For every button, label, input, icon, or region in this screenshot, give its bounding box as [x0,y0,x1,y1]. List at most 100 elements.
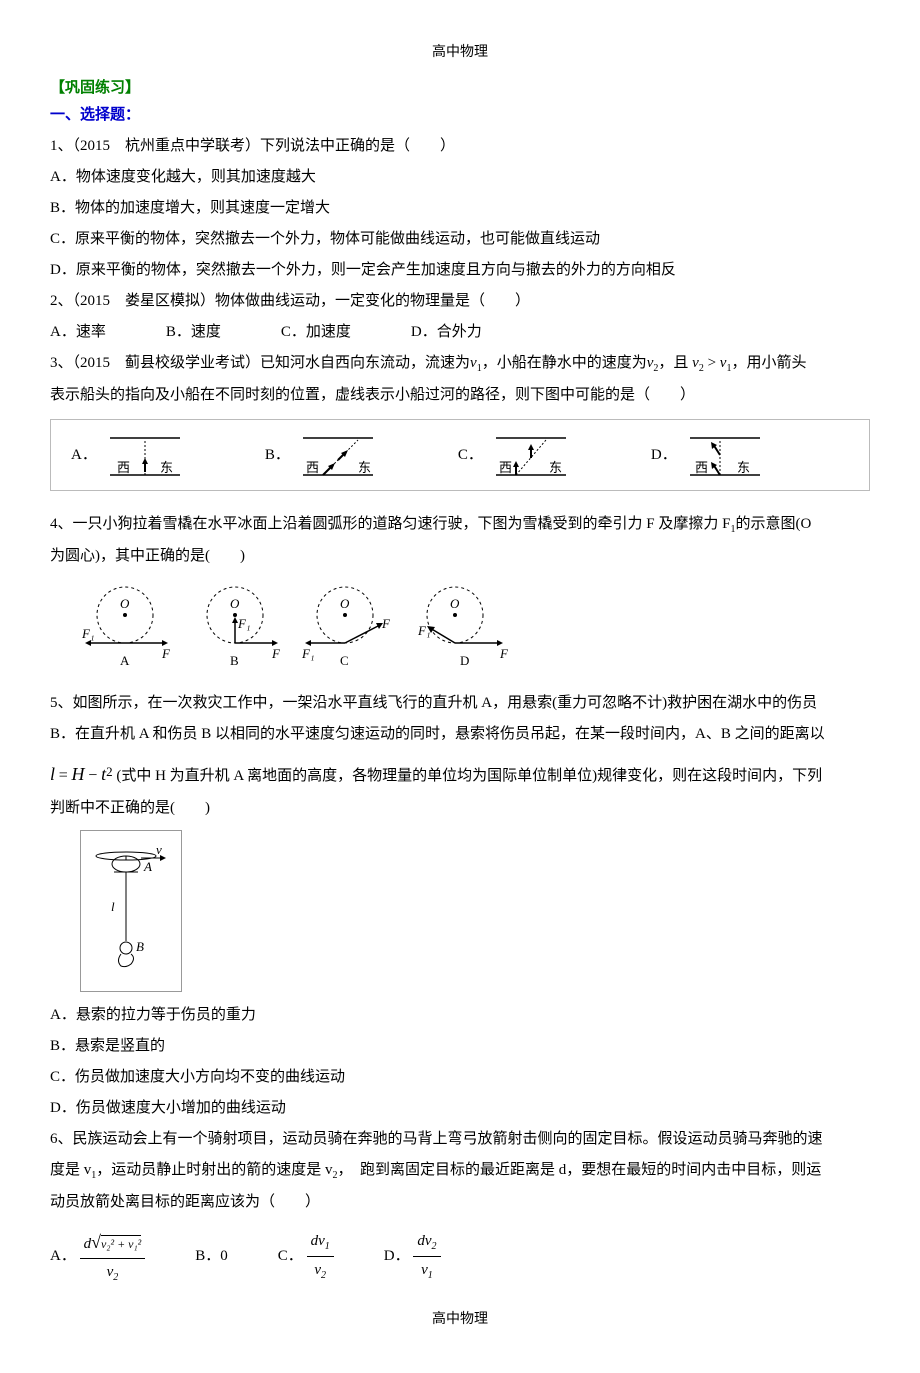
boat-diagram-d: 西 东 [685,430,765,480]
svg-text:l: l [111,899,115,914]
q6-labelD: D． [384,1248,410,1264]
svg-text:东: 东 [549,460,562,475]
q5-l: l [50,764,55,784]
q4-after: 的示意图(O [735,516,811,532]
q3-before: 3、（2015 蓟县校级学业考试）已知河水自西向东流动，流速为 [50,355,470,371]
q3-labelA: A． [71,442,97,469]
svg-text:西: 西 [117,460,130,475]
q2-optC: C．加速度 [281,319,351,346]
q5-figure: A v l B [80,830,182,992]
svg-text:东: 东 [358,460,371,475]
q4-figures: O F F₁ A O F F₁ B O F F₁ C [80,580,870,670]
q3-labelD: D． [651,442,677,469]
q2-optB: B．速度 [166,319,221,346]
svg-text:F₁: F₁ [417,623,430,638]
q5-H: H [72,764,85,784]
q3-figB: B． 西 东 [265,430,378,480]
section-choice: 一、选择题： [50,102,870,129]
svg-text:B: B [136,939,144,954]
q6-fD-den: v [421,1262,428,1278]
q6-fC-numsub: 1 [325,1241,330,1252]
svg-text:O: O [120,596,130,611]
q3-v1: v [470,355,477,371]
svg-text:F₁: F₁ [301,646,314,661]
section-practice: 【巩固练习】 [50,75,870,102]
q6-fD-numsub: 2 [432,1241,437,1252]
q4-line2: 为圆心)，其中正确的是( ) [50,543,870,570]
svg-text:F: F [381,616,391,631]
boat-diagram-a: 西 东 [105,430,185,480]
boat-diagram-b: 西 东 [298,430,378,480]
q2-options: A．速率 B．速度 C．加速度 D．合外力 [50,319,870,346]
page-footer: 高中物理 [50,1307,870,1332]
q1-optD: D．原来平衡的物体，突然撤去一个外力，则一定会产生加速度且方向与撤去的外力的方向… [50,257,870,284]
svg-text:东: 东 [160,460,173,475]
q6-fA-densub: 2 [113,1272,118,1283]
q6-optB: B．0 [195,1243,228,1270]
q5-line4: 判断中不正确的是( ) [50,795,870,822]
q3-mid1: ，小船在静水中的速度为 [482,355,647,371]
q3-figD: D． 西 东 [651,430,765,480]
q3-stem: 3、（2015 蓟县校级学业考试）已知河水自西向东流动，流速为v1，小船在静水中… [50,350,870,378]
q6-line2: 度是 v1，运动员静止时射出的箭的速度是 v2， 跑到离固定目标的最近距离是 d… [50,1157,870,1185]
svg-text:西: 西 [499,460,512,475]
q6-l2b: ，运动员静止时射出的箭的速度是 v [96,1162,332,1178]
boat-diagram-c: 西 东 [491,430,571,480]
q3-labelC: C． [458,442,483,469]
q6-fC-den: v [314,1262,321,1278]
svg-text:F: F [271,646,281,661]
svg-text:F₁: F₁ [237,616,250,631]
q5-optB: B．悬索是竖直的 [50,1033,870,1060]
q5-sq: 2 [106,764,113,779]
q1-optA: A．物体速度变化越大，则其加速度越大 [50,164,870,191]
q5-line3after: (式中 H 为直升机 A 离地面的高度，各物理量的单位均为国际单位制单位)规律变… [116,768,822,784]
q3-figures: A． 西 东 B． 西 东 C． [50,419,870,491]
q3-figA: A． 西 东 [71,430,185,480]
q2-optD: D．合外力 [411,319,482,346]
q4-before: 4、一只小狗拉着雪橇在水平冰面上沿着圆弧形的道路匀速行驶，下图为雪橇受到的牵引力… [50,516,730,532]
q6-options: A． d√v₂² + v₁² v2 B．0 C． dv1 v2 D． dv2 v… [50,1226,870,1287]
helicopter-diagram: A v l B [86,836,171,976]
q3-mid2: ，且 [658,355,688,371]
q6-fD-num: dv [417,1233,431,1249]
q5-optD: D．伤员做速度大小增加的曲线运动 [50,1095,870,1122]
svg-text:O: O [340,596,350,611]
svg-text:O: O [450,596,460,611]
q6-l2c: ， 跑到离固定目标的最近距离是 d，要想在最短的时间内击中目标，则运 [338,1162,822,1178]
q6-optD: D． dv2 v1 [384,1228,441,1285]
q3-s2b: 2 [699,363,704,374]
q5-eq: = [59,767,68,784]
svg-text:F: F [161,646,171,661]
q1-optB: B．物体的加速度增大，则其速度一定增大 [50,195,870,222]
q5-optA: A．悬索的拉力等于伤员的重力 [50,1002,870,1029]
q5-minus: − [88,767,97,784]
svg-text:F: F [499,646,509,661]
q1-stem: 1、（2015 杭州重点中学联考）下列说法中正确的是（ ） [50,133,870,160]
q6-fC-num: dv [311,1233,325,1249]
q6-line3: 动员放箭处离目标的距离应该为（ ） [50,1189,870,1216]
svg-text:C: C [340,653,349,668]
q6-labelA: A． [50,1248,76,1264]
svg-text:西: 西 [695,460,708,475]
q6-optA: A． d√v₂² + v₁² v2 [50,1226,145,1287]
svg-text:A: A [143,859,152,874]
q2-stem: 2、（2015 娄星区模拟）物体做曲线运动，一定变化的物理量是（ ） [50,288,870,315]
q3-v2b: v [692,355,699,371]
svg-text:A: A [120,653,130,668]
page-header: 高中物理 [50,40,870,65]
q6-fA-sqrt: v₂² + v₁² [101,1235,141,1251]
q3-gt: > [708,355,716,371]
q3-mid3: ，用小箭头 [731,355,806,371]
q6-labelC: C． [278,1248,303,1264]
q5-optC: C．伤员做加速度大小方向均不变的曲线运动 [50,1064,870,1091]
svg-text:西: 西 [306,460,319,475]
q6-optC: C． dv1 v2 [278,1228,334,1285]
svg-text:东: 东 [737,460,750,475]
q6-line1: 6、民族运动会上有一个骑射项目，运动员骑在奔驰的马背上弯弓放箭射击侧向的固定目标… [50,1126,870,1153]
q5-line1: 5、如图所示，在一次救灾工作中，一架沿水平直线飞行的直升机 A，用悬索(重力可忽… [50,690,870,717]
q4-stem: 4、一只小狗拉着雪橇在水平冰面上沿着圆弧形的道路匀速行驶，下图为雪橇受到的牵引力… [50,511,870,539]
q5-line3: l = H − t2 (式中 H 为直升机 A 离地面的高度，各物理量的单位均为… [50,758,870,791]
q2-optA: A．速率 [50,319,106,346]
q5-line2: B．在直升机 A 和伤员 B 以相同的水平速度匀速运动的同时，悬索将伤员吊起，在… [50,721,870,748]
q3-labelB: B． [265,442,290,469]
